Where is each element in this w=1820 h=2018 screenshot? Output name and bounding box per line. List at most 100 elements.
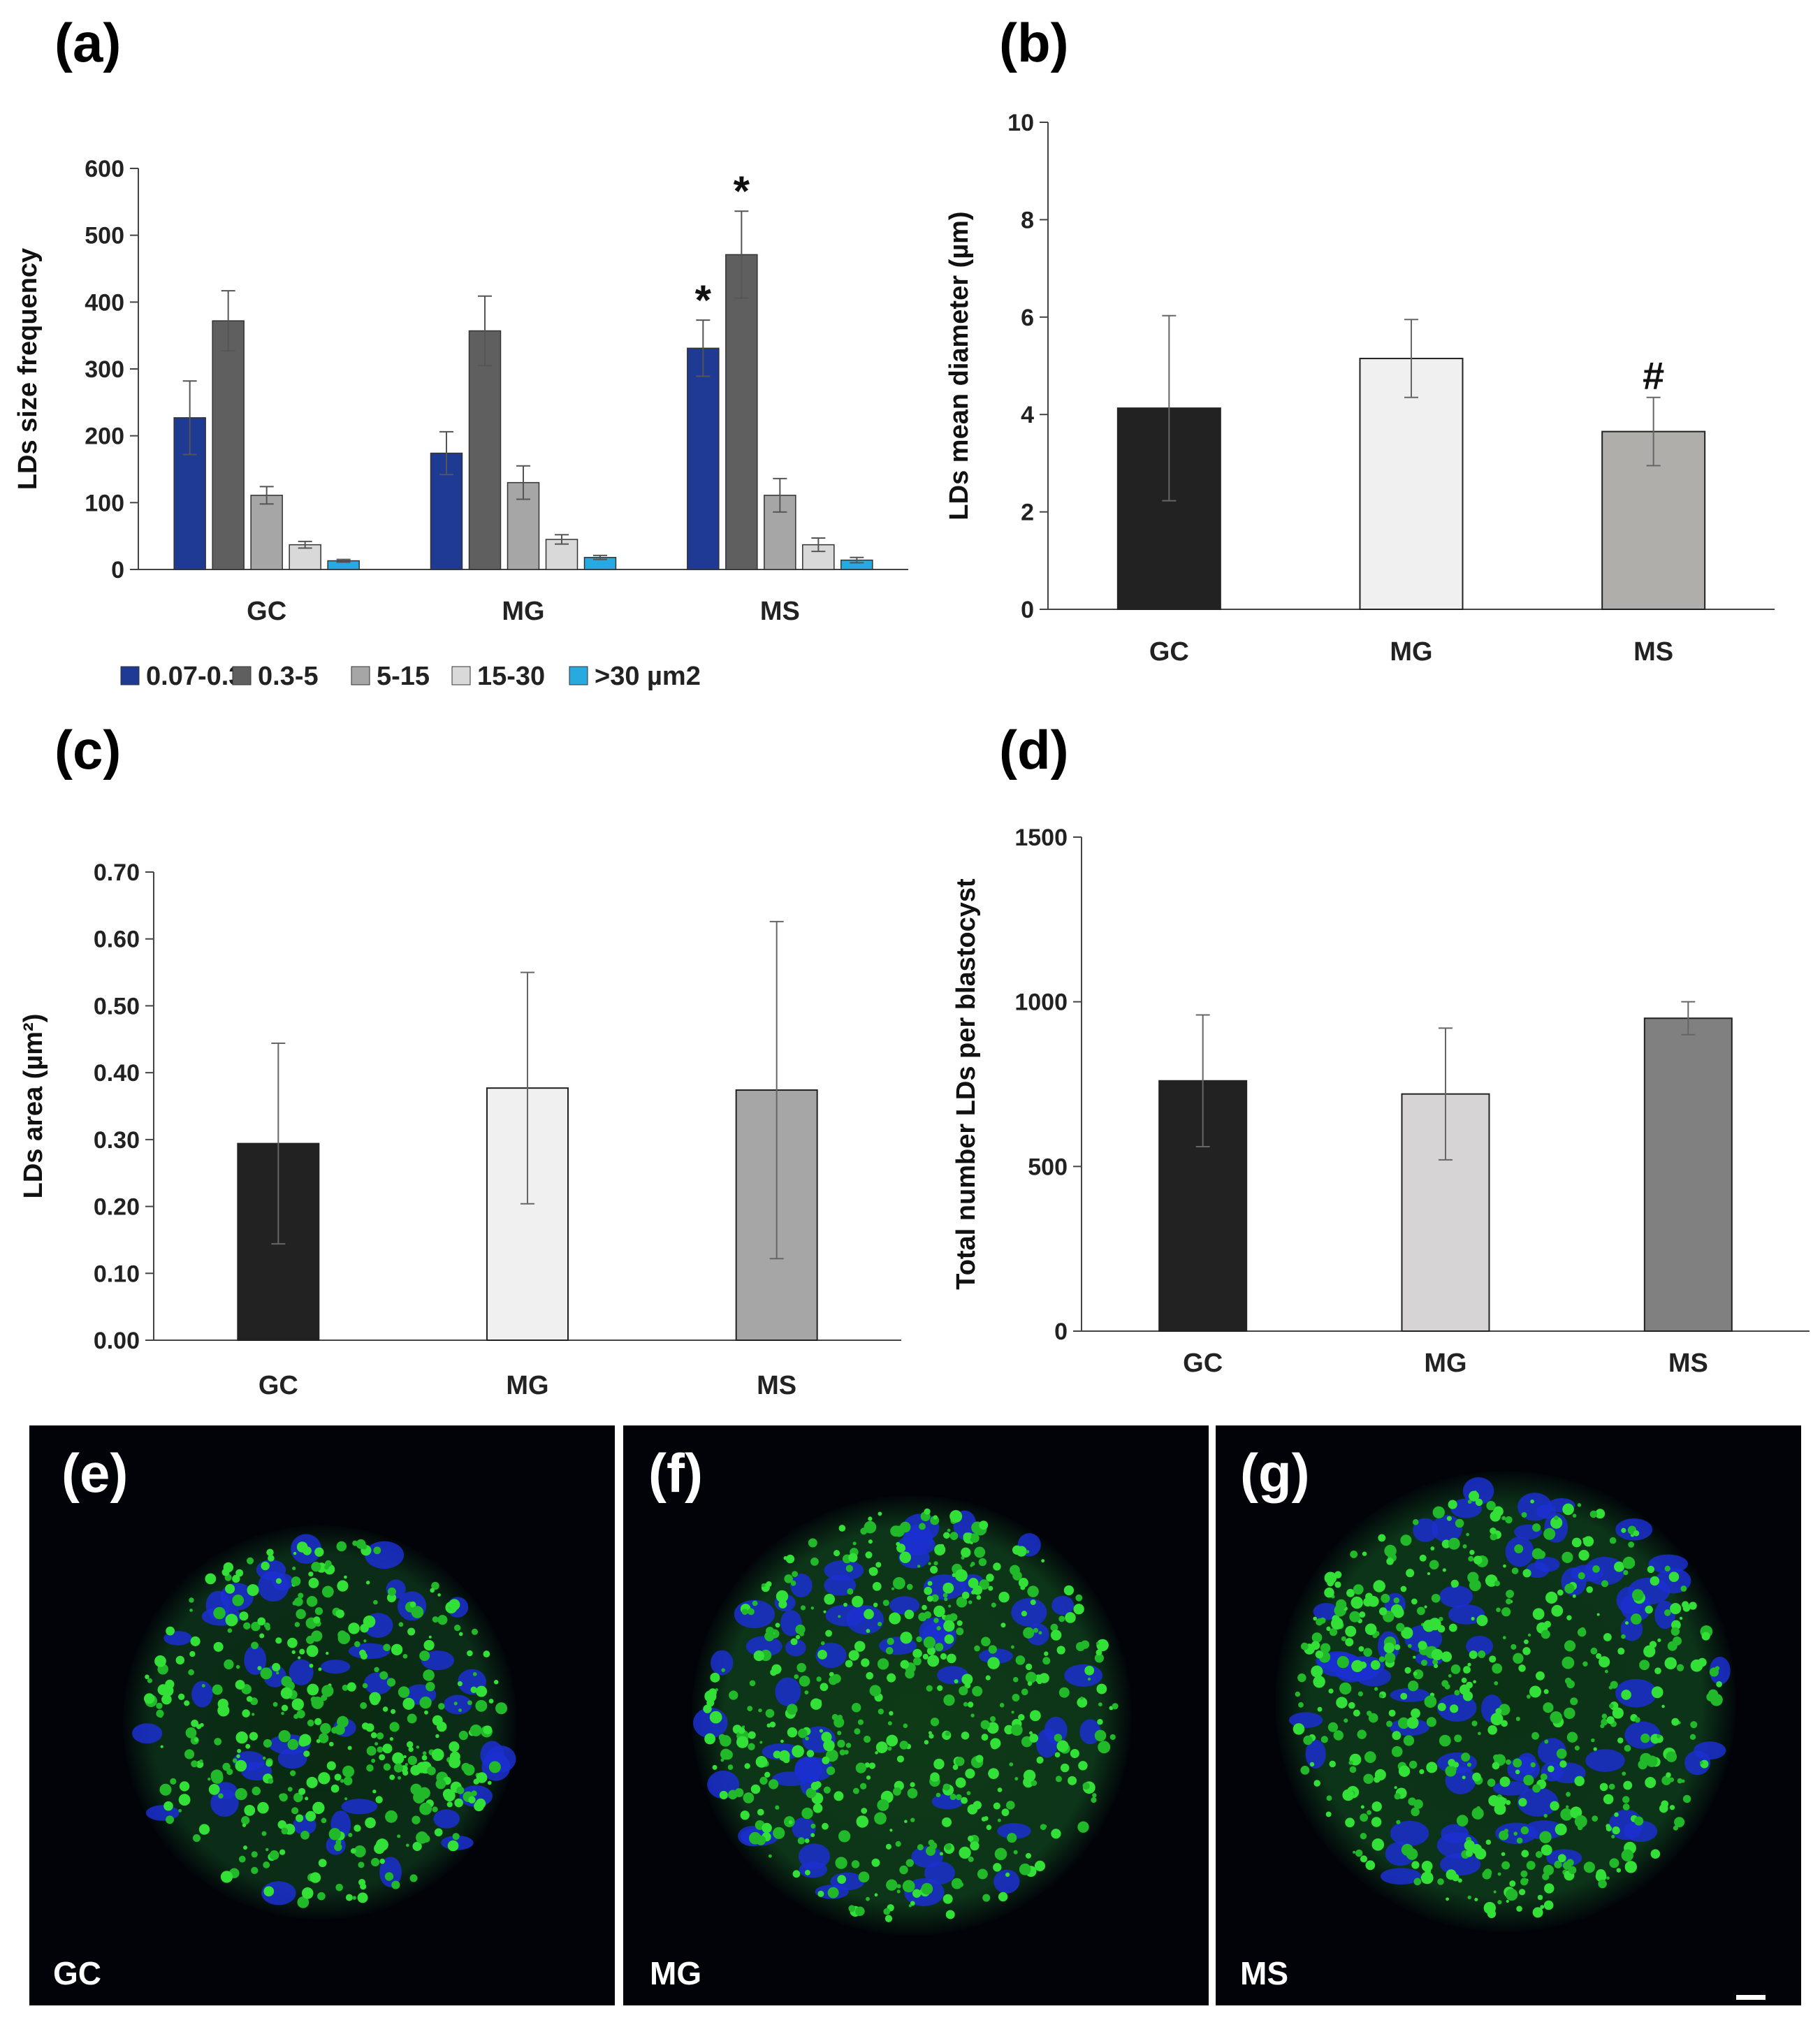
lipid-droplet bbox=[985, 1675, 991, 1681]
lipid-droplet bbox=[792, 1571, 799, 1578]
y-tick-label: 400 bbox=[85, 289, 124, 316]
nucleus-blob bbox=[790, 1573, 813, 1597]
lipid-droplet bbox=[1614, 1812, 1619, 1817]
lipid-droplet bbox=[1617, 1648, 1625, 1655]
lipid-droplet bbox=[1639, 1660, 1650, 1671]
lipid-droplet bbox=[977, 1868, 988, 1880]
lipid-droplet bbox=[944, 1597, 948, 1602]
lipid-droplet bbox=[407, 1627, 416, 1636]
lipid-droplet bbox=[1295, 1691, 1301, 1697]
lipid-droplet bbox=[1531, 1548, 1543, 1560]
lipid-droplet bbox=[1530, 1762, 1536, 1768]
lipid-droplet bbox=[1681, 1779, 1685, 1783]
lipid-droplet bbox=[1411, 1708, 1420, 1718]
lipid-droplet bbox=[710, 1672, 720, 1683]
lipid-droplet bbox=[1657, 1734, 1661, 1738]
lipid-droplet bbox=[1515, 1716, 1520, 1721]
lipid-droplet bbox=[1012, 1571, 1022, 1581]
lipid-droplet bbox=[1080, 1640, 1090, 1649]
lipid-droplet bbox=[458, 1730, 469, 1741]
lipid-droplet bbox=[1543, 1900, 1554, 1910]
lipid-droplet bbox=[213, 1641, 224, 1652]
lipid-droplet bbox=[910, 1817, 915, 1822]
lipid-droplet bbox=[1345, 1817, 1355, 1828]
lipid-droplet bbox=[1689, 1602, 1697, 1610]
lipid-droplet bbox=[1520, 1870, 1528, 1878]
lipid-droplet bbox=[768, 1779, 779, 1790]
lipid-droplet bbox=[845, 1660, 853, 1668]
lipid-droplet bbox=[242, 1823, 247, 1827]
lipid-droplet bbox=[298, 1787, 306, 1795]
nucleus-blob bbox=[825, 1604, 866, 1627]
lipid-droplet bbox=[942, 1592, 948, 1598]
lipid-droplet bbox=[756, 1835, 766, 1845]
lipid-droplet bbox=[945, 1843, 952, 1850]
lipid-droplet bbox=[235, 1731, 248, 1744]
lipid-droplet bbox=[357, 1892, 368, 1903]
lipid-droplet bbox=[833, 1550, 840, 1557]
lipid-droplet bbox=[823, 1786, 831, 1794]
y-tick-label: 6 bbox=[1021, 305, 1034, 331]
lipid-droplet bbox=[1329, 1760, 1336, 1768]
lipid-droplet bbox=[320, 1722, 331, 1734]
lipid-droplet bbox=[430, 1588, 435, 1593]
legend-swatch bbox=[451, 666, 471, 685]
lipid-droplet bbox=[487, 1780, 492, 1785]
y-tick-label: 500 bbox=[85, 223, 124, 249]
lipid-droplet bbox=[1609, 1537, 1617, 1544]
lipid-droplet bbox=[382, 1706, 388, 1712]
lipid-droplet bbox=[835, 1857, 847, 1869]
lipid-droplet bbox=[875, 1751, 878, 1755]
lipid-droplet bbox=[1494, 1681, 1499, 1685]
lipid-droplet bbox=[1669, 1777, 1675, 1783]
lipid-droplet bbox=[235, 1787, 247, 1801]
lipid-droplet bbox=[1095, 1649, 1102, 1656]
lipid-droplet bbox=[1431, 1593, 1441, 1603]
lipid-droplet bbox=[467, 1650, 473, 1657]
lipid-droplet bbox=[179, 1781, 190, 1792]
lipid-droplet bbox=[1570, 1697, 1578, 1706]
lipid-droplet bbox=[1555, 1823, 1567, 1836]
lipid-droplet bbox=[1634, 1816, 1644, 1826]
lipid-droplet bbox=[848, 1553, 858, 1562]
lipid-droplet bbox=[1631, 1589, 1644, 1602]
lipid-droplet bbox=[928, 1562, 931, 1565]
lipid-droplet bbox=[1676, 1664, 1684, 1671]
lipid-droplet bbox=[1391, 1745, 1403, 1757]
lipid-droplet bbox=[190, 1636, 201, 1646]
lipid-droplet bbox=[1496, 1607, 1501, 1613]
lipid-droplet bbox=[287, 1637, 298, 1648]
lipid-droplet bbox=[1025, 1852, 1031, 1859]
lipid-droplet bbox=[402, 1653, 408, 1659]
lipid-droplet bbox=[402, 1697, 415, 1710]
lipid-droplet bbox=[981, 1734, 989, 1741]
lipid-droplet bbox=[321, 1585, 334, 1598]
lipid-droplet bbox=[884, 1915, 893, 1922]
lipid-droplet bbox=[1012, 1545, 1022, 1555]
lipid-droplet bbox=[1073, 1604, 1084, 1615]
lipid-droplet bbox=[1548, 1765, 1555, 1773]
lipid-droplet bbox=[1643, 1645, 1656, 1657]
lipid-droplet bbox=[342, 1765, 354, 1778]
lipid-droplet bbox=[945, 1731, 950, 1736]
lipid-droplet bbox=[866, 1671, 874, 1680]
lipid-droplet bbox=[208, 1784, 220, 1795]
category-label: MS bbox=[760, 597, 800, 626]
lipid-droplet bbox=[1416, 1606, 1425, 1616]
lipid-droplet bbox=[1439, 1734, 1451, 1747]
nucleus-blob bbox=[131, 1723, 163, 1744]
lipid-droplet bbox=[1590, 1647, 1598, 1655]
lipid-droplet bbox=[449, 1741, 460, 1752]
lipid-droplet bbox=[1112, 1703, 1119, 1710]
lipid-droplet bbox=[379, 1671, 388, 1680]
lipid-droplet bbox=[813, 1803, 823, 1813]
lipid-droplet bbox=[296, 1814, 304, 1822]
lipid-droplet bbox=[785, 1554, 795, 1564]
lipid-droplet bbox=[1378, 1534, 1386, 1542]
lipid-droplet bbox=[892, 1576, 905, 1590]
lipid-droplet bbox=[352, 1896, 356, 1900]
lipid-droplet bbox=[1348, 1701, 1355, 1709]
lipid-droplet bbox=[402, 1769, 409, 1776]
lipid-droplet bbox=[314, 1718, 322, 1725]
lipid-droplet bbox=[1357, 1691, 1364, 1697]
